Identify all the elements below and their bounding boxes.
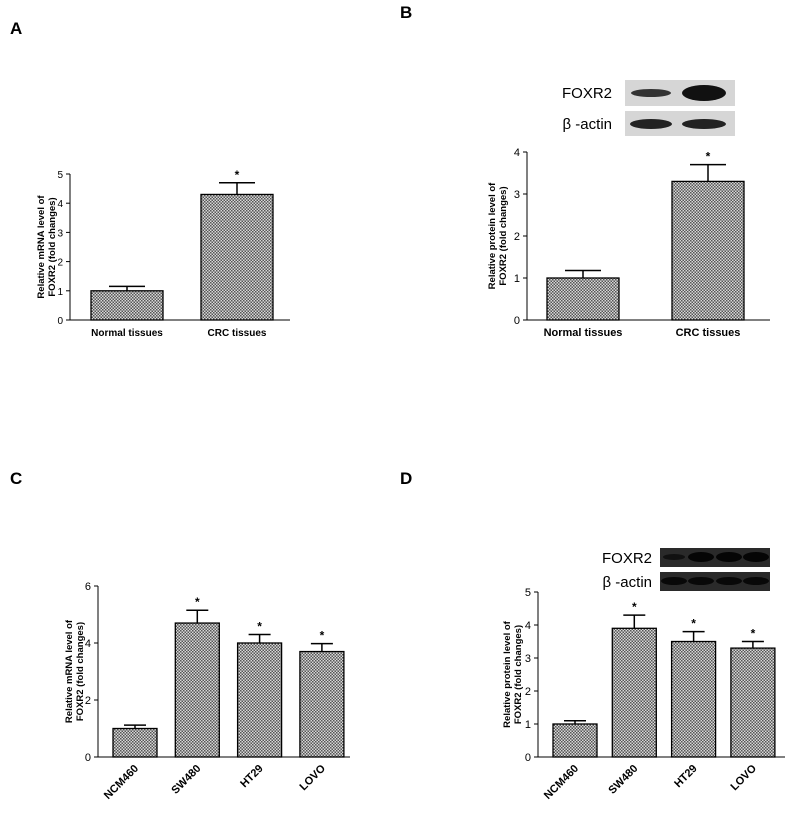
- y-tick-label: 1: [514, 273, 520, 285]
- y-tick-label: 2: [525, 686, 531, 698]
- y-tick-label: 4: [525, 620, 531, 632]
- y-tick-label: 2: [57, 258, 63, 269]
- x-tick-label: CRC tissues: [208, 328, 267, 339]
- y-tick-label: 2: [85, 695, 91, 707]
- error-bar: [690, 163, 726, 182]
- y-tick-label: 4: [514, 147, 520, 159]
- y-tick-label: 6: [85, 581, 91, 593]
- y-tick-label: 0: [525, 752, 531, 764]
- error-bar: [124, 724, 146, 729]
- y-axis-label: Relative mRNA level of: [36, 195, 47, 299]
- bar: [174, 622, 220, 758]
- y-axis-label: Relative protein level of: [502, 620, 513, 727]
- blot-label: FOXR2: [602, 550, 652, 567]
- y-tick-label: 4: [85, 638, 91, 650]
- panel-label: D: [400, 469, 412, 488]
- significance-marker: *: [706, 150, 711, 164]
- x-tick-label: NCM460: [542, 763, 581, 802]
- significance-marker: *: [751, 627, 756, 641]
- bar: [200, 193, 274, 321]
- y-tick-label: 1: [57, 287, 63, 298]
- x-tick-label: CRC tissues: [676, 327, 741, 339]
- x-tick-label: LOVO: [297, 762, 328, 793]
- x-tick-label: LOVO: [728, 762, 759, 793]
- x-tick-label: NCM460: [102, 763, 141, 802]
- bar: [112, 727, 158, 758]
- y-tick-label: 3: [514, 189, 520, 201]
- x-tick-label: HT29: [672, 763, 700, 791]
- y-tick-label: 3: [525, 653, 531, 665]
- y-axis-label: FOXR2 (fold changes): [513, 625, 524, 724]
- error-bar: [310, 642, 333, 652]
- bar: [552, 723, 598, 758]
- significance-marker: *: [195, 595, 200, 609]
- error-bar: [741, 640, 764, 649]
- blot-b: [625, 80, 735, 136]
- y-tick-label: 0: [514, 315, 520, 327]
- error-bar: [219, 182, 255, 195]
- bar: [90, 290, 164, 321]
- bar: [670, 640, 717, 758]
- error-bar: [248, 633, 271, 643]
- error-bar: [623, 614, 646, 629]
- significance-marker: *: [632, 600, 637, 614]
- error-bar: [186, 609, 209, 624]
- error-bar: [565, 269, 601, 278]
- y-tick-label: 3: [57, 228, 63, 239]
- blot-label: β -actin: [563, 116, 612, 133]
- y-tick-label: 2: [514, 231, 520, 243]
- panel-label: B: [400, 3, 412, 22]
- y-tick-label: 4: [57, 199, 63, 210]
- panel-label: A: [10, 19, 22, 38]
- y-axis-label: FOXR2 (fold changes): [47, 197, 58, 296]
- y-axis-label: FOXR2 (fold changes): [75, 622, 86, 721]
- y-tick-label: 5: [525, 587, 531, 599]
- significance-marker: *: [691, 617, 696, 631]
- y-tick-label: 0: [85, 752, 91, 764]
- bar: [546, 277, 620, 321]
- significance-marker: *: [320, 629, 325, 643]
- blot-d: [660, 548, 770, 591]
- y-tick-label: 0: [57, 316, 63, 327]
- bar: [299, 650, 345, 758]
- bar: [236, 642, 283, 758]
- y-axis-label: FOXR2 (fold changes): [498, 186, 509, 285]
- x-tick-label: Normal tissues: [91, 328, 163, 339]
- error-bar: [109, 285, 145, 291]
- bar: [671, 180, 745, 321]
- x-tick-label: Normal tissues: [544, 327, 623, 339]
- significance-marker: *: [257, 619, 262, 633]
- bar: [611, 627, 657, 758]
- significance-marker: *: [235, 168, 240, 182]
- y-tick-label: 1: [525, 719, 531, 731]
- y-axis-label: Relative protein level of: [487, 182, 498, 289]
- x-tick-label: HT29: [238, 763, 266, 791]
- y-axis-label: Relative mRNA level of: [64, 619, 75, 723]
- panel-label: C: [10, 469, 22, 488]
- blot-label: β -actin: [603, 574, 652, 591]
- error-bar: [564, 719, 586, 724]
- blot-label: FOXR2: [562, 85, 612, 102]
- x-tick-label: SW480: [169, 763, 203, 797]
- y-tick-label: 5: [57, 170, 63, 181]
- bar: [730, 647, 776, 758]
- error-bar: [682, 630, 705, 642]
- x-tick-label: SW480: [606, 763, 640, 797]
